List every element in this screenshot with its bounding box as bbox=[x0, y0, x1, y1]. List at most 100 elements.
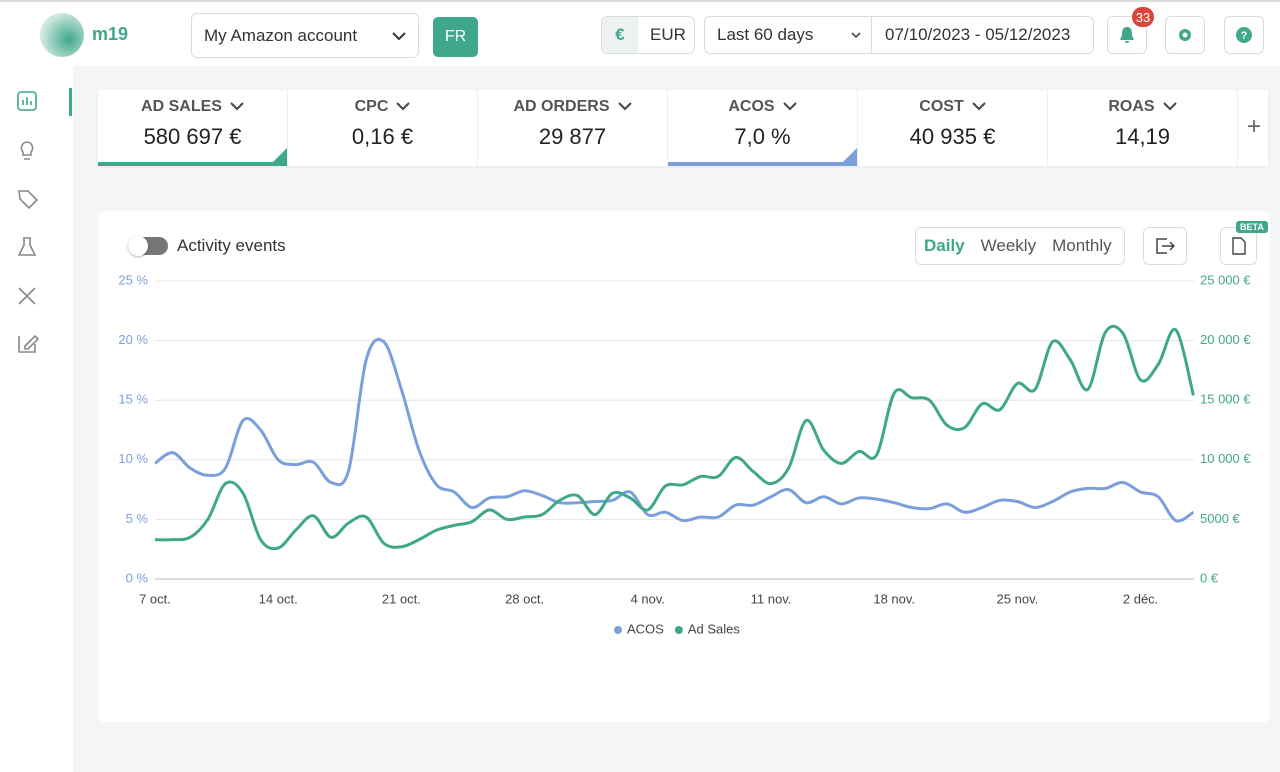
legend-label: Ad Sales bbox=[688, 621, 741, 636]
chevron bbox=[972, 102, 986, 111]
kpi-corner bbox=[269, 148, 287, 166]
currency-select[interactable]: € EUR bbox=[601, 16, 695, 54]
y2-tick-label: 15 000 € bbox=[1200, 392, 1251, 407]
kpi-underline bbox=[98, 162, 287, 166]
y2-tick-label: 20 000 € bbox=[1200, 332, 1251, 347]
help[interactable]: ? bbox=[1224, 16, 1264, 54]
kpi-tile[interactable]: ROAS 14,19 bbox=[1048, 90, 1238, 166]
kpi-value: 0,16 € bbox=[351, 124, 414, 149]
kpi-tile[interactable]: AD SALES 580 697 € bbox=[98, 90, 288, 166]
series-line bbox=[154, 337, 1195, 523]
kpi-label: COST bbox=[858, 98, 1047, 116]
x-tick-label: 11 nov. bbox=[751, 591, 792, 606]
kpi-corner bbox=[839, 148, 857, 166]
gear-icon bbox=[1179, 29, 1191, 41]
period-option[interactable]: Daily bbox=[924, 236, 965, 255]
export-icon bbox=[1156, 238, 1175, 254]
svg-text:?: ? bbox=[1241, 30, 1248, 42]
chevron bbox=[782, 102, 797, 111]
legend-marker bbox=[614, 626, 622, 634]
kpi-label-text: ACOS bbox=[728, 98, 775, 115]
active-indicator bbox=[69, 88, 72, 116]
account-name: My Amazon account bbox=[204, 25, 358, 45]
x-tick-label: 7 oct. bbox=[139, 591, 171, 606]
chevron bbox=[230, 102, 244, 111]
header: m19 My Amazon account FR € EUR Last 60 da… bbox=[0, 0, 1280, 66]
chart-card: Activity events Daily Weekly Monthly BETA … bbox=[98, 211, 1270, 722]
help-icon: ? bbox=[1236, 27, 1252, 43]
kpi-label: AD SALES bbox=[98, 98, 287, 116]
sidebar bbox=[0, 66, 73, 772]
toggle-label: Activity events bbox=[177, 236, 286, 255]
kpi-value: 7,0 % bbox=[734, 124, 791, 149]
x-tick-label: 2 déc. bbox=[1123, 591, 1158, 606]
pdf-icon bbox=[1231, 237, 1246, 255]
kpi-tile[interactable]: COST 40 935 € bbox=[858, 90, 1048, 166]
notification-badge: 33 bbox=[1132, 7, 1154, 27]
settings[interactable] bbox=[1165, 16, 1205, 54]
y-tick-label: 25 % bbox=[118, 272, 148, 287]
x-tick-label: 14 oct. bbox=[259, 591, 298, 606]
kpi-tile[interactable]: ACOS 7,0 % bbox=[668, 90, 858, 166]
kpi-label: ROAS bbox=[1048, 98, 1237, 116]
add-kpi[interactable]: + bbox=[1247, 113, 1262, 140]
kpi-underline bbox=[668, 162, 857, 166]
y2-tick-label: 5000 € bbox=[1200, 511, 1241, 526]
kpi-value: 580 697 € bbox=[143, 124, 242, 149]
y-tick-label: 15 % bbox=[118, 392, 148, 407]
kpi-label-text: COST bbox=[919, 98, 964, 115]
chevron bbox=[617, 102, 632, 111]
chevron bbox=[851, 32, 861, 39]
kpi-label-text: AD ORDERS bbox=[513, 98, 610, 115]
x-tick-label: 21 oct. bbox=[382, 591, 421, 606]
currency-symbol: € bbox=[602, 17, 638, 53]
nav-icons[interactable] bbox=[16, 90, 40, 390]
series-line bbox=[154, 324, 1195, 551]
period-option[interactable]: Monthly bbox=[1052, 236, 1112, 255]
y-tick-label: 10 % bbox=[118, 451, 148, 466]
y2-tick-label: 10 000 € bbox=[1200, 451, 1251, 466]
logo[interactable] bbox=[40, 13, 84, 57]
pdf-button[interactable] bbox=[1220, 227, 1257, 265]
kpi-tile[interactable]: CPC 0,16 € bbox=[288, 90, 478, 166]
kpi-value: 40 935 € bbox=[909, 124, 996, 149]
kpi-label-text: ROAS bbox=[1108, 98, 1155, 115]
x-tick-label: 4 nov. bbox=[631, 591, 665, 606]
kpi-bar: AD SALES 580 697 € CPC 0,16 € AD ORDERS 29 87… bbox=[98, 90, 1268, 166]
kpi-value: 14,19 bbox=[1114, 124, 1171, 149]
x-tick-label: 28 oct. bbox=[505, 591, 544, 606]
beta-badge: BETA bbox=[1236, 221, 1268, 233]
export-button[interactable] bbox=[1143, 227, 1187, 265]
kpi-label-text: AD SALES bbox=[141, 98, 222, 115]
kpi-label-text: CPC bbox=[354, 98, 389, 115]
y-tick-label: 0 % bbox=[126, 570, 149, 585]
chart: 0 % 5 % 10 % 15 % 20 % 25 % 0 € 5000 € 10 000 € 1… bbox=[118, 272, 1251, 636]
y-tick-label: 20 % bbox=[118, 332, 148, 347]
x-tick-label: 18 nov. bbox=[873, 591, 915, 606]
date-range: 07/10/2023 - 05/12/2023 bbox=[885, 25, 1071, 44]
chevron bbox=[1162, 102, 1177, 111]
currency-code: EUR bbox=[650, 25, 686, 44]
kpi-label: CPC bbox=[288, 98, 477, 116]
y2-tick-label: 25 000 € bbox=[1200, 272, 1251, 287]
account-select[interactable]: My Amazon account bbox=[191, 13, 419, 58]
period-option[interactable]: Weekly bbox=[980, 236, 1037, 255]
y2-tick-label: 0 € bbox=[1200, 570, 1219, 585]
chevron bbox=[392, 31, 406, 40]
legend-marker bbox=[674, 626, 683, 634]
chevron bbox=[396, 102, 411, 111]
kpi-label: ACOS bbox=[668, 98, 857, 116]
kpi-tile[interactable]: AD ORDERS 29 877 bbox=[478, 90, 668, 166]
toggle[interactable] bbox=[128, 236, 168, 256]
period-toggle: Daily Weekly Monthly bbox=[915, 227, 1125, 265]
logo-text: m19 bbox=[92, 24, 129, 44]
legend-label: ACOS bbox=[627, 621, 664, 636]
kpi-label: AD ORDERS bbox=[478, 98, 667, 116]
bell-icon bbox=[1120, 27, 1134, 43]
date-select[interactable]: Last 60 days 07/10/2023 - 05/12/2023 bbox=[704, 16, 1094, 54]
country-button[interactable]: FR bbox=[433, 17, 478, 57]
kpi-value: 29 877 bbox=[538, 124, 607, 149]
period: Last 60 days bbox=[717, 25, 814, 44]
y-tick-label: 5 % bbox=[126, 511, 149, 526]
